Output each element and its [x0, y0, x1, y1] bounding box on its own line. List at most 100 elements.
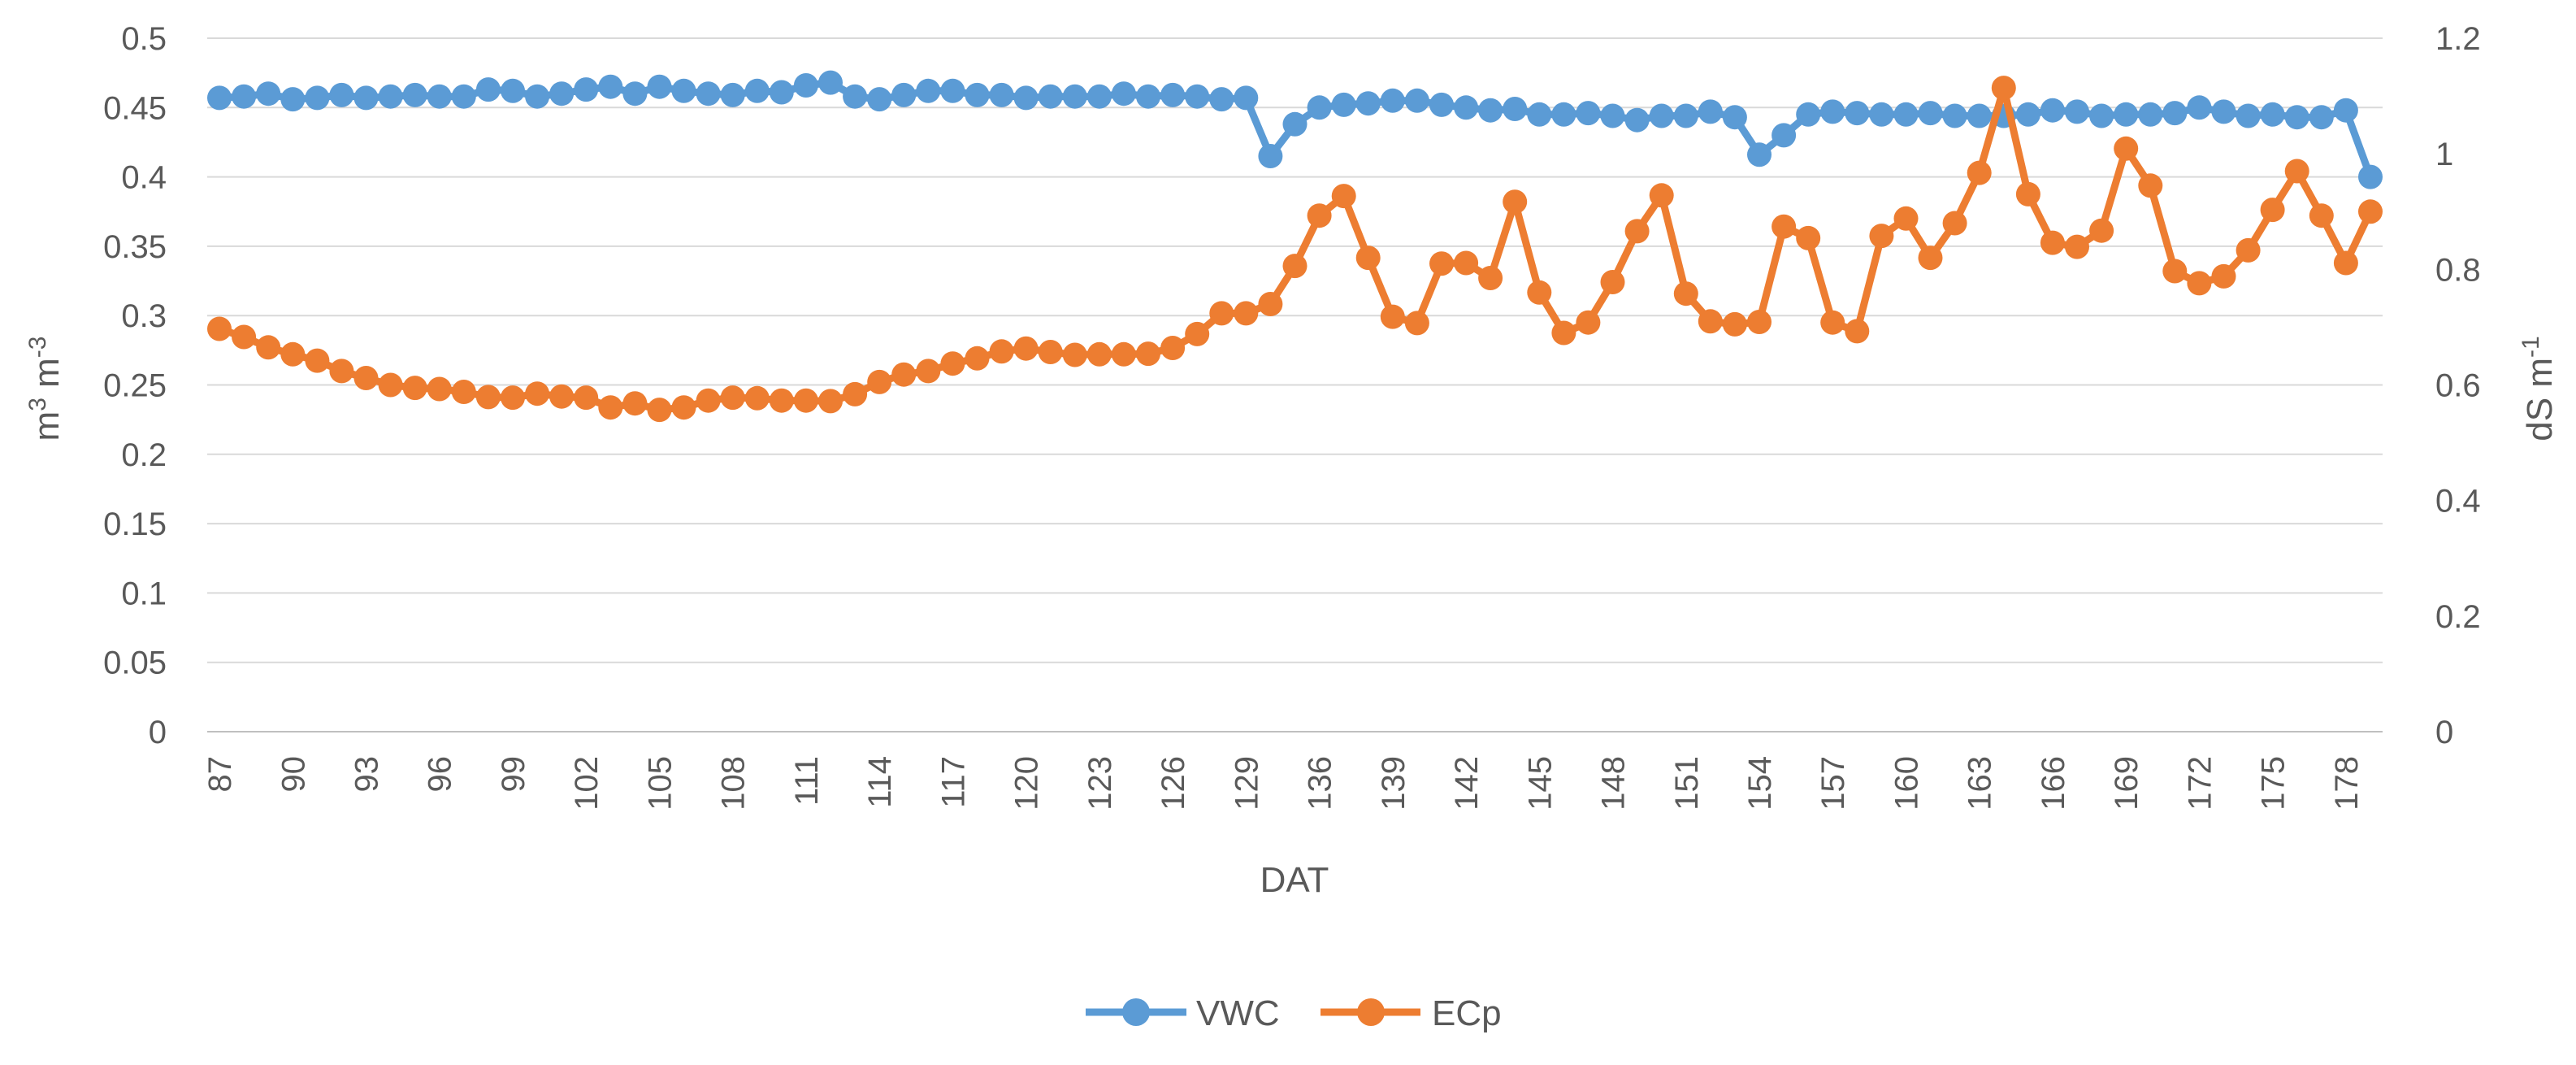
data-point-vwc: [867, 87, 892, 112]
x-tick-label: 169: [2109, 756, 2144, 811]
data-point-ecp: [1942, 211, 1967, 236]
data-point-ecp: [1478, 266, 1503, 290]
x-tick-label: 105: [642, 756, 678, 811]
right-tick-label: 0.2: [2435, 599, 2481, 635]
x-tick-label: 157: [1815, 756, 1851, 811]
data-point-vwc: [2089, 103, 2114, 128]
data-point-vwc: [916, 78, 941, 103]
data-point-ecp: [427, 376, 452, 402]
data-point-ecp: [2138, 173, 2163, 198]
data-point-ecp: [1503, 189, 1528, 215]
data-point-vwc: [1893, 102, 1919, 127]
data-point-ecp: [1649, 183, 1674, 208]
data-point-ecp: [1111, 341, 1136, 367]
data-point-ecp: [965, 346, 990, 371]
data-point-ecp: [1624, 219, 1650, 244]
data-point-ecp: [1038, 340, 1063, 364]
data-point-vwc: [1551, 102, 1576, 127]
data-point-vwc: [1796, 102, 1821, 127]
x-tick-label: 120: [1009, 756, 1045, 811]
data-point-vwc: [1845, 101, 1870, 126]
data-point-vwc: [671, 78, 696, 103]
data-point-ecp: [1747, 310, 1772, 334]
data-point-vwc: [940, 78, 965, 103]
data-point-vwc: [1747, 142, 1772, 167]
data-point-vwc: [989, 82, 1014, 107]
x-tick-label: 123: [1082, 756, 1118, 811]
legend: VWC ECp: [1086, 993, 1502, 1033]
data-point-ecp: [2211, 263, 2236, 289]
left-axis-ticks: 0 0.05 0.1 0.15 0.2 0.25 0.3 0.35 0.4 0.45 0.5: [103, 21, 167, 750]
data-point-ecp: [744, 385, 770, 411]
left-axis-title-sup1: 3: [24, 398, 51, 411]
right-axis-title-base: dS m: [2520, 358, 2560, 441]
data-point-ecp: [2333, 250, 2358, 276]
data-point-ecp: [867, 369, 892, 394]
data-point-ecp: [696, 388, 721, 413]
data-point-ecp: [2015, 181, 2040, 206]
x-tick-label: 108: [716, 756, 752, 811]
data-point-ecp: [1845, 319, 1870, 344]
data-point-vwc: [2187, 95, 2212, 120]
data-point-vwc: [1380, 88, 1405, 113]
data-point-ecp: [671, 395, 696, 420]
x-tick-label: 90: [275, 756, 311, 793]
left-tick-label: 0.35: [103, 229, 167, 265]
data-point-ecp: [2260, 198, 2285, 223]
data-point-vwc: [1478, 98, 1503, 123]
data-point-vwc: [793, 73, 818, 98]
x-tick-label: 114: [862, 756, 898, 808]
data-point-vwc: [1209, 87, 1234, 112]
data-point-ecp: [2236, 237, 2261, 263]
data-point-ecp: [1967, 160, 1992, 185]
data-point-vwc: [232, 84, 257, 109]
left-tick-label: 0.25: [103, 368, 167, 404]
data-point-ecp: [1869, 224, 1894, 249]
data-point-ecp: [647, 398, 672, 423]
data-point-vwc: [2309, 105, 2334, 130]
x-tick-label: 93: [349, 756, 385, 793]
x-tick-label: 87: [202, 756, 238, 793]
data-point-vwc: [622, 81, 648, 106]
legend-item-vwc: VWC: [1086, 993, 1280, 1033]
left-tick-label: 0.1: [121, 576, 167, 611]
legend-marker-vwc: [1122, 998, 1150, 1026]
data-point-ecp: [2089, 218, 2114, 243]
data-point-vwc: [1185, 84, 1210, 109]
data-point-vwc: [818, 70, 843, 95]
data-point-ecp: [1698, 309, 1723, 334]
data-point-ecp: [1282, 254, 1308, 279]
x-tick-label: 175: [2256, 756, 2292, 811]
series-ecp: [207, 76, 2383, 423]
data-point-vwc: [427, 84, 452, 109]
data-point-ecp: [1136, 341, 1160, 367]
data-point-vwc: [769, 80, 794, 105]
x-tick-label: 99: [496, 756, 531, 793]
left-tick-label: 0: [149, 715, 167, 750]
data-point-vwc: [329, 82, 354, 107]
data-point-vwc: [1086, 84, 1112, 109]
data-point-vwc: [1698, 99, 1723, 124]
data-point-vwc: [1013, 85, 1039, 111]
data-point-ecp: [622, 391, 648, 416]
x-axis-ticks: 87 90 93 96 99 102 105 108 111 114 117 120 123 126 129…: [202, 756, 2365, 811]
data-point-ecp: [1796, 225, 1821, 250]
data-point-vwc: [402, 82, 427, 107]
x-tick-label: 117: [935, 756, 971, 808]
data-point-vwc: [744, 78, 770, 103]
x-tick-label: 151: [1669, 756, 1705, 811]
data-point-ecp: [2358, 199, 2383, 224]
data-point-vwc: [1503, 97, 1528, 121]
data-point-vwc: [501, 78, 525, 103]
data-point-vwc: [1111, 81, 1136, 106]
right-axis-ticks: 0 0.2 0.4 0.6 0.8 1 1.2: [2435, 21, 2481, 750]
x-tick-label: 111: [789, 756, 825, 806]
right-tick-label: 0.4: [2435, 484, 2481, 519]
data-point-vwc: [451, 84, 476, 109]
data-point-vwc: [574, 77, 599, 102]
data-point-vwc: [1038, 84, 1063, 109]
data-point-ecp: [1380, 304, 1405, 329]
data-point-vwc: [2162, 101, 2188, 126]
x-tick-label: 126: [1156, 756, 1191, 811]
